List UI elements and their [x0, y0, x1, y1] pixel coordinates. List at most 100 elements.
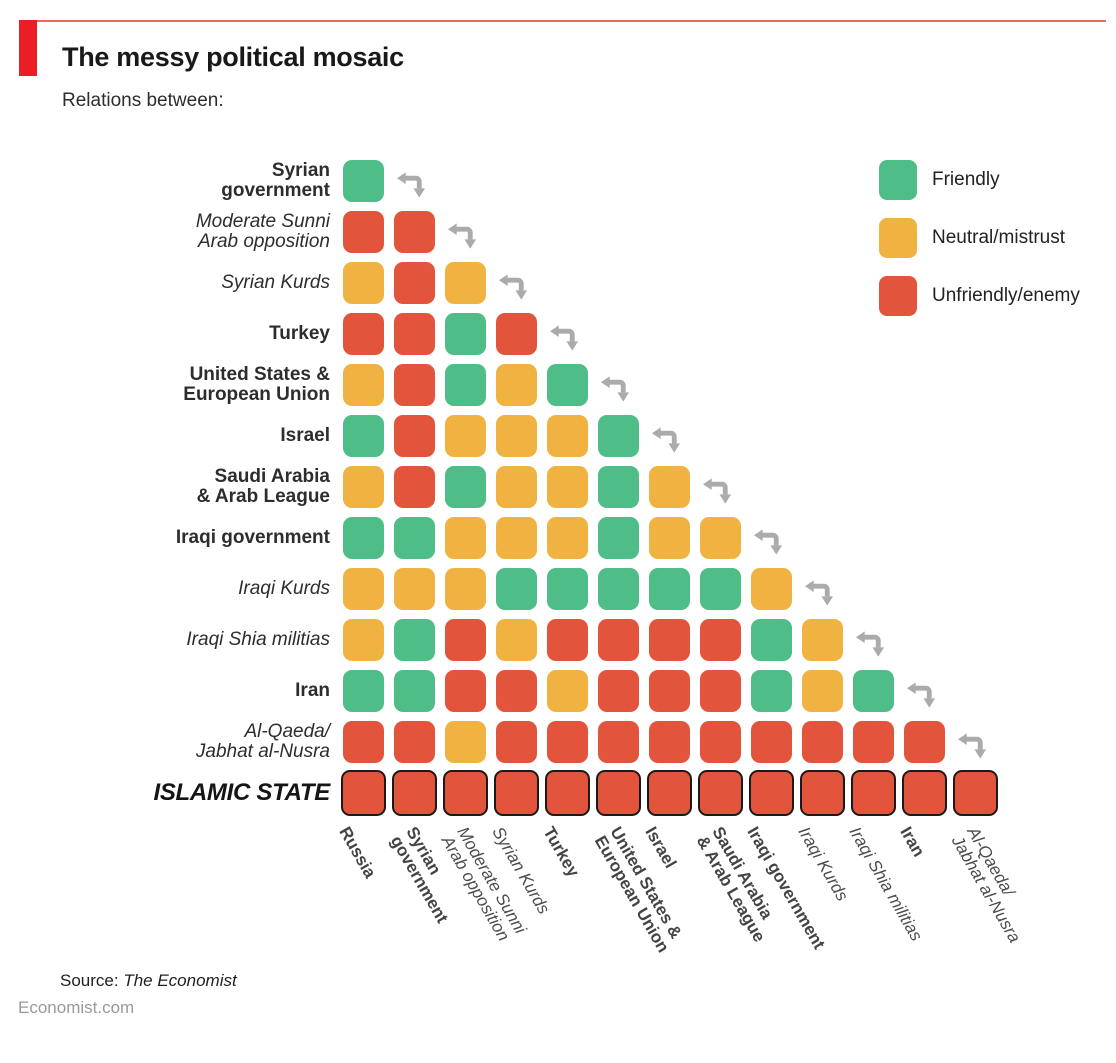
relation-cell-al-qaeda-jabhat-al-nusra-vs-russia — [343, 721, 384, 763]
relation-cell-iran-vs-israel — [649, 670, 690, 712]
source-line: Source: The Economist — [60, 971, 237, 991]
relation-cell-syrian-kurds-vs-moderate-sunni-arab-opposition — [445, 262, 486, 304]
relation-cell-iraqi-government-vs-turkey — [547, 517, 588, 559]
relation-cell-turkey-vs-syrian-government — [394, 313, 435, 355]
mutual-relation-arrow-icon — [396, 172, 426, 198]
relation-cell-syrian-kurds-vs-russia — [343, 262, 384, 304]
relation-cell-saudi-arabia-arab-league-vs-turkey — [547, 466, 588, 508]
relation-cell-iraqi-shia-militias-vs-saudi-arabia-arab-league — [700, 619, 741, 661]
mutual-relation-arrow-icon — [957, 733, 987, 759]
relation-cell-saudi-arabia-arab-league-vs-united-states-european-union — [598, 466, 639, 508]
row-label-iran: Iran — [0, 681, 330, 701]
relation-cell-islamic-state-vs-united-states-european-union — [596, 770, 641, 816]
legend-label-unfriendly: Unfriendly/enemy — [932, 285, 1080, 306]
relation-cell-iraqi-shia-militias-vs-moderate-sunni-arab-opposition — [445, 619, 486, 661]
col-label-line: Iran — [896, 823, 929, 861]
relation-cell-iraqi-kurds-vs-saudi-arabia-arab-league — [700, 568, 741, 610]
relation-cell-israel-vs-syrian-government — [394, 415, 435, 457]
relation-cell-al-qaeda-jabhat-al-nusra-vs-iraqi-government — [751, 721, 792, 763]
relation-cell-turkey-vs-russia — [343, 313, 384, 355]
mutual-relation-arrow-icon — [906, 682, 936, 708]
relation-cell-islamic-state-vs-iraqi-kurds — [800, 770, 845, 816]
col-label-line: Israel — [641, 823, 681, 872]
relation-cell-iran-vs-united-states-european-union — [598, 670, 639, 712]
relation-cell-syrian-government-vs-russia — [343, 160, 384, 202]
relation-cell-iran-vs-syrian-government — [394, 670, 435, 712]
row-label-line: & Arab League — [196, 486, 330, 507]
relation-cell-iran-vs-syrian-kurds — [496, 670, 537, 712]
relation-cell-al-qaeda-jabhat-al-nusra-vs-iraqi-shia-militias — [853, 721, 894, 763]
relation-cell-islamic-state-vs-syrian-kurds — [494, 770, 539, 816]
relation-cell-islamic-state-vs-iran — [902, 770, 947, 816]
col-label-turkey: Turkey — [539, 823, 584, 881]
economist-site: Economist.com — [18, 998, 135, 1017]
relation-cell-israel-vs-united-states-european-union — [598, 415, 639, 457]
row-label-line: Syrian Kurds — [221, 272, 330, 293]
relation-cell-iraqi-kurds-vs-moderate-sunni-arab-opposition — [445, 568, 486, 610]
relation-cell-al-qaeda-jabhat-al-nusra-vs-turkey — [547, 721, 588, 763]
relation-cell-iraqi-kurds-vs-syrian-kurds — [496, 568, 537, 610]
page-title: The messy political mosaic — [62, 42, 404, 72]
unfriendly-swatch-icon — [879, 276, 917, 316]
mutual-relation-arrow-icon — [600, 376, 630, 402]
relation-cell-iraqi-government-vs-syrian-government — [394, 517, 435, 559]
relation-cell-al-qaeda-jabhat-al-nusra-vs-israel — [649, 721, 690, 763]
friendly-swatch-icon — [879, 160, 917, 200]
row-label-islamic-state: ISLAMIC STATE — [0, 781, 330, 805]
legend-label-friendly: Friendly — [932, 169, 1000, 190]
col-label-israel: Israel — [641, 823, 681, 872]
relation-cell-iraqi-kurds-vs-united-states-european-union — [598, 568, 639, 610]
relation-cell-iraqi-shia-militias-vs-israel — [649, 619, 690, 661]
relation-cell-islamic-state-vs-russia — [341, 770, 386, 816]
relation-cell-iraqi-government-vs-russia — [343, 517, 384, 559]
row-label-line: Moderate Sunni — [195, 211, 330, 232]
mutual-relation-arrow-icon — [702, 478, 732, 504]
relation-cell-islamic-state-vs-saudi-arabia-arab-league — [698, 770, 743, 816]
mutual-relation-arrow-icon — [549, 325, 579, 351]
relation-cell-iran-vs-iraqi-government — [751, 670, 792, 712]
col-label-united-states-european-union: United States & European Union — [591, 824, 688, 956]
legend-label-neutral: Neutral/mistrust — [932, 227, 1066, 248]
relation-cell-iraqi-kurds-vs-russia — [343, 568, 384, 610]
row-label-line: Arab opposition — [197, 231, 330, 252]
relation-cell-iraqi-shia-militias-vs-iraqi-government — [751, 619, 792, 661]
relation-cell-iraqi-shia-militias-vs-united-states-european-union — [598, 619, 639, 661]
mutual-relation-arrow-icon — [498, 274, 528, 300]
relation-cell-iran-vs-moderate-sunni-arab-opposition — [445, 670, 486, 712]
relation-cell-turkey-vs-syrian-kurds — [496, 313, 537, 355]
source-prefix: Source: — [60, 971, 119, 990]
relation-cell-islamic-state-vs-al-qaeda-jabhat-al-nusra — [953, 770, 998, 816]
row-label-line: European Union — [183, 384, 330, 405]
relation-cell-saudi-arabia-arab-league-vs-moderate-sunni-arab-opposition — [445, 466, 486, 508]
relation-cell-iran-vs-iraqi-kurds — [802, 670, 843, 712]
relation-cell-israel-vs-russia — [343, 415, 384, 457]
mutual-relation-arrow-icon — [753, 529, 783, 555]
row-label-israel: Israel — [0, 426, 330, 446]
row-label-line: Jabhat al-Nusra — [195, 741, 330, 762]
row-label-moderate-sunni-arab-opposition: Moderate Sunni Arab opposition — [0, 212, 330, 252]
relation-cell-iraqi-government-vs-united-states-european-union — [598, 517, 639, 559]
mutual-relation-arrow-icon — [447, 223, 477, 249]
row-label-al-qaeda-jabhat-al-nusra: Al-Qaeda/Jabhat al-Nusra — [0, 722, 330, 762]
row-label-iraqi-kurds: Iraqi Kurds — [0, 579, 330, 599]
relation-cell-syrian-kurds-vs-syrian-government — [394, 262, 435, 304]
row-label-turkey: Turkey — [0, 324, 330, 344]
row-label-line: Saudi Arabia — [214, 466, 330, 487]
relation-cell-saudi-arabia-arab-league-vs-syrian-government — [394, 466, 435, 508]
row-label-line: Iran — [295, 680, 330, 701]
relation-cell-united-states-european-union-vs-moderate-sunni-arab-opposition — [445, 364, 486, 406]
row-label-line: Israel — [280, 425, 330, 446]
relation-cell-islamic-state-vs-iraqi-shia-militias — [851, 770, 896, 816]
legend-item-unfriendly: Unfriendly/enemy — [879, 276, 1080, 316]
relation-cell-moderate-sunni-arab-opposition-vs-syrian-government — [394, 211, 435, 253]
relation-cell-islamic-state-vs-syrian-government — [392, 770, 437, 816]
source-name: The Economist — [123, 971, 237, 990]
row-label-saudi-arabia-arab-league: Saudi Arabia & Arab League — [0, 467, 330, 507]
row-label-line: Syrian — [271, 160, 330, 181]
col-label-al-qaeda-jabhat-al-nusra: Al-Qaeda/Jabhat al-Nusra — [948, 824, 1039, 946]
row-label-line: Iraqi Kurds — [238, 578, 330, 599]
col-label-line: Turkey — [539, 823, 584, 881]
relation-cell-united-states-european-union-vs-russia — [343, 364, 384, 406]
relation-cell-iraqi-government-vs-moderate-sunni-arab-opposition — [445, 517, 486, 559]
